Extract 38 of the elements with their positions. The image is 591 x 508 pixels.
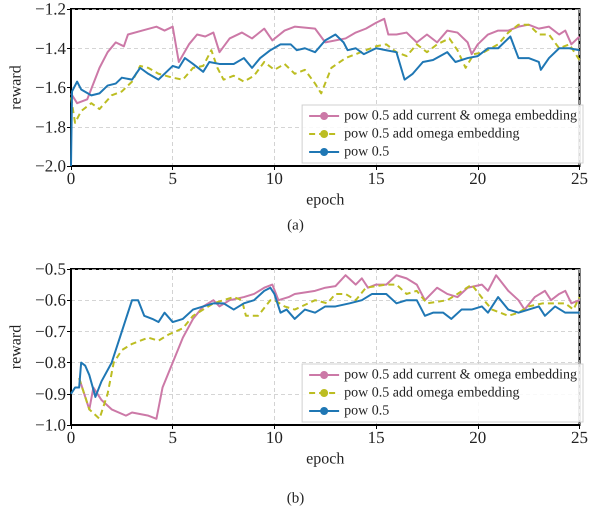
- x-tick-label: 15: [368, 169, 385, 188]
- y-tick-label: −0.8: [35, 353, 66, 372]
- y-tick-label: −1.6: [35, 78, 66, 97]
- y-axis-title: reward: [8, 324, 24, 370]
- y-tick-label: −0.7: [35, 322, 66, 341]
- x-tick-label: 25: [571, 169, 588, 188]
- line-series: [70, 24, 580, 124]
- x-tick-label: 5: [168, 169, 177, 188]
- x-tick-label: 20: [469, 428, 486, 447]
- x-axis-title: epoch: [306, 191, 344, 208]
- x-axis-title: epoch: [306, 450, 344, 468]
- legend-label: pow 0.5: [344, 404, 390, 418]
- x-tick-label: 20: [469, 169, 486, 188]
- x-tick-label: 10: [266, 428, 283, 447]
- x-tick-label: 15: [368, 428, 385, 447]
- x-tick-label: 5: [168, 428, 177, 447]
- y-tick-label: −0.6: [35, 290, 66, 310]
- y-tick-label: −1.4: [35, 38, 66, 58]
- x-tick-label: 10: [266, 169, 283, 188]
- x-tick-label: 0: [66, 169, 76, 188]
- y-tick-label: −1.2: [35, 0, 66, 18]
- y-tick-label: −2.0: [35, 156, 66, 176]
- text: (b): [286, 490, 304, 506]
- legend-label: pow 0.5 add omega embedding: [344, 126, 520, 142]
- y-tick-label: −0.5: [35, 260, 66, 278]
- y-tick-label: −1.0: [35, 416, 66, 434]
- legend-label: pow 0.5 add current & omega embedding: [344, 108, 578, 124]
- text: (a): [287, 218, 304, 234]
- y-tick-label: −1.8: [35, 117, 66, 136]
- line-series: [70, 286, 580, 398]
- legend-label: pow 0.5: [344, 144, 390, 160]
- x-tick-label: 25: [571, 428, 588, 447]
- line-series: [70, 18, 580, 104]
- y-tick-label: −0.9: [35, 384, 66, 404]
- legend-label: pow 0.5 add omega embedding: [344, 386, 520, 400]
- legend-label: pow 0.5 add current & omega embedding: [344, 368, 578, 382]
- y-axis-title: reward: [8, 65, 24, 110]
- x-tick-label: 0: [66, 428, 76, 447]
